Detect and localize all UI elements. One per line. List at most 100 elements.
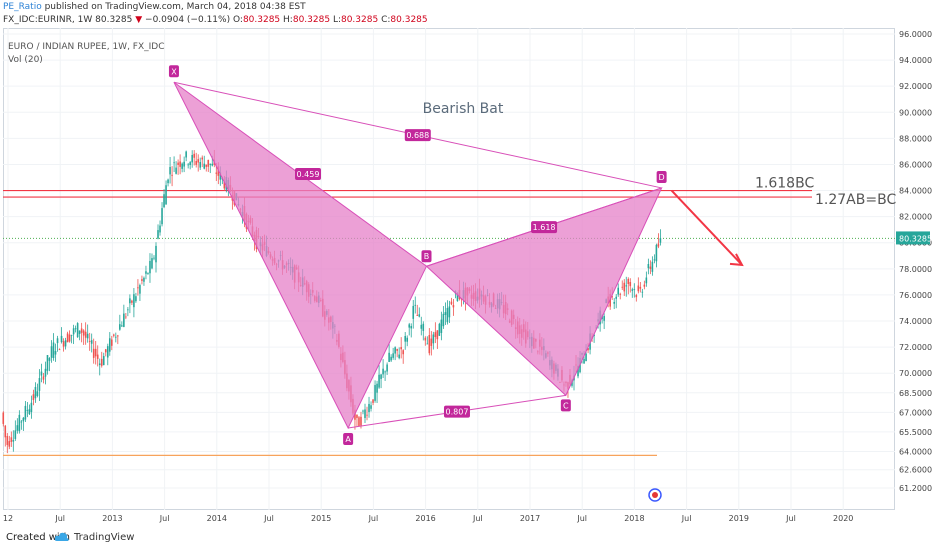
candle-body	[185, 151, 187, 158]
point-label: X	[171, 67, 177, 76]
y-tick-label: 78.0000	[899, 265, 932, 274]
candle-body	[155, 245, 157, 263]
price-tag-label: 80.3285	[899, 234, 932, 243]
candle-body	[637, 285, 640, 292]
candle-body	[34, 386, 37, 399]
y-tick-label: 74.0000	[899, 317, 932, 326]
x-tick-label: 2019	[729, 514, 749, 523]
legend-title: EURO / INDIAN RUPEE, 1W, FX_IDC	[8, 42, 165, 52]
candle-body	[54, 351, 57, 355]
candle-body	[187, 164, 189, 166]
x-tick-label: Jul	[785, 514, 796, 523]
x-tick-label: 2018	[624, 514, 644, 523]
clock-center-icon	[652, 492, 658, 498]
candle-body	[4, 425, 7, 438]
candle-body	[42, 376, 45, 380]
candle-body	[201, 157, 204, 160]
ratio-label: 0.807	[446, 408, 469, 417]
x-tick-label: Jul	[576, 514, 587, 523]
candle-body	[119, 324, 121, 330]
candle-body	[402, 350, 404, 355]
candle-body	[20, 421, 23, 423]
candle-body	[414, 304, 417, 306]
ratio-label: 0.688	[406, 131, 429, 140]
candle-body	[181, 163, 183, 169]
point-tag	[656, 170, 667, 183]
y-tick-label: 96.0000	[899, 30, 932, 39]
candle-body	[127, 309, 129, 311]
candle-body	[26, 409, 29, 411]
candle-body	[36, 391, 39, 396]
candle-body	[141, 279, 143, 281]
candle-body	[378, 374, 380, 388]
y-tick-label: 84.0000	[899, 187, 932, 196]
y-tick-label: 65.5000	[899, 428, 932, 437]
candle-body	[408, 324, 411, 328]
candle-body	[422, 323, 425, 331]
candle-body	[615, 296, 618, 299]
candle-body	[440, 319, 443, 333]
candle-body	[175, 167, 177, 174]
candle-body	[406, 337, 409, 342]
price-axis[interactable]: 96.0000 94.0000 92.0000 90.0000 88.0000 86.00…	[896, 30, 932, 493]
candle-body	[585, 353, 587, 362]
candle-body	[113, 334, 115, 336]
author-link[interactable]: PE_Ratio	[3, 2, 42, 12]
candle-body	[362, 410, 364, 412]
candle-body	[635, 295, 638, 298]
candle-body	[450, 301, 453, 305]
x-tick-label: Jul	[368, 514, 379, 523]
bat-pattern: Bearish Bat 0.688 0.459 1.618 0.807 X A B C D	[168, 65, 744, 502]
low-value: 80.3285	[340, 15, 379, 25]
tradingview-brand[interactable]: TradingView	[74, 532, 135, 543]
candle-body	[159, 225, 161, 233]
candle-body	[44, 368, 47, 377]
candle-body	[372, 399, 374, 403]
candle-body	[199, 162, 202, 168]
candle-body	[137, 287, 139, 289]
candle-body	[191, 154, 193, 163]
ratio-label: 0.459	[297, 170, 320, 179]
candle-body	[456, 293, 459, 302]
candle-body	[619, 293, 622, 295]
candle-body	[86, 333, 89, 339]
candle-body	[106, 346, 109, 358]
x-tick-label: Jul	[159, 514, 170, 523]
candle-body	[28, 409, 31, 415]
candle-body	[376, 383, 378, 393]
candle-body	[209, 163, 212, 165]
x-tick-label: 2015	[311, 514, 331, 523]
x-tick-label: 2017	[520, 514, 540, 523]
candle-body	[651, 261, 654, 272]
candle-body	[382, 368, 384, 375]
open-label: O:	[232, 15, 243, 25]
candle-body	[88, 341, 91, 342]
ohlc-line: FX_IDC:EURINR, 1W 80.3285 ▼ −0.0904 (−0.…	[3, 15, 428, 25]
candle-body	[30, 402, 33, 412]
y-tick-label: 62.6000	[899, 466, 932, 475]
y-tick-label: 70.0000	[899, 369, 932, 378]
candle-body	[38, 378, 41, 391]
price-tag	[896, 231, 930, 245]
ratio-tag	[443, 405, 470, 418]
publish-info: published on TradingView.com, March 04, …	[41, 2, 306, 12]
candle-body	[444, 312, 447, 315]
down-arrow-icon: ▼	[135, 15, 143, 25]
candle-body	[384, 371, 386, 373]
candle-body	[452, 305, 455, 308]
level-label: 1.618BC	[755, 176, 814, 192]
symbol-label: FX_IDC:EURINR, 1W	[3, 15, 93, 25]
candle-body	[623, 282, 626, 292]
time-axis[interactable]: 12 Jul 2013 Jul 2014 Jul 2015 Jul 2016 Jul 2017 Jul…	[3, 514, 853, 523]
candle-body	[366, 414, 368, 416]
candle-body	[8, 441, 11, 447]
x-tick-label: Jul	[54, 514, 65, 523]
header-bar: PE_Ratio published on TradingView.com, M…	[0, 0, 932, 28]
candle-body	[420, 324, 423, 329]
candle-body	[121, 325, 123, 327]
legend-volume: Vol (20)	[8, 55, 43, 65]
arrow-head-icon	[729, 253, 744, 267]
candle-body	[167, 179, 169, 184]
candle-body	[398, 354, 400, 359]
